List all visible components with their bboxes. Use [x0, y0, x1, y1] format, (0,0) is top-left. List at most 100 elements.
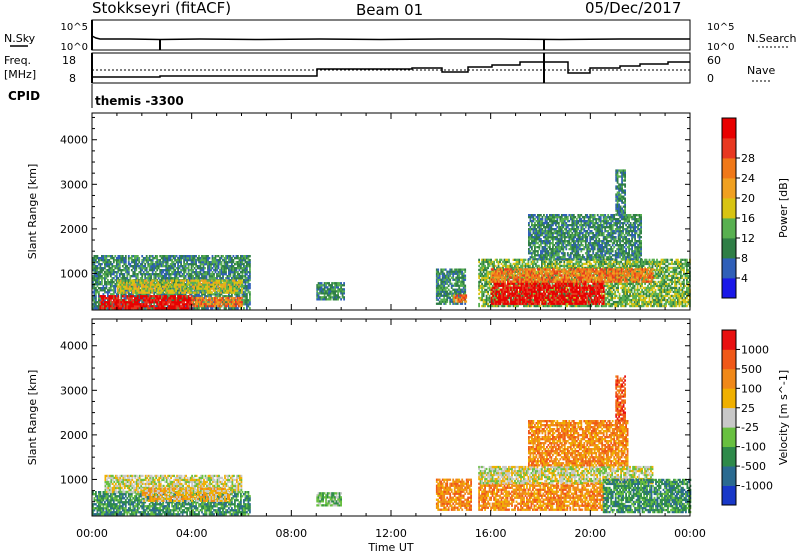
heatmap-cell — [148, 307, 151, 310]
heatmap-cell — [145, 297, 148, 300]
heatmap-cell — [109, 267, 112, 270]
heatmap-cell — [156, 307, 159, 310]
heatmap-cell — [109, 283, 112, 286]
heatmap-cell — [111, 271, 114, 274]
heatmap-cell — [151, 257, 154, 260]
heatmap-cell — [229, 271, 232, 274]
heatmap-cell — [147, 295, 150, 298]
heatmap-cell — [145, 303, 148, 306]
heatmap-cell — [141, 263, 144, 266]
heatmap-cell — [247, 277, 250, 280]
heatmap-cell — [129, 275, 132, 278]
heatmap-cell — [189, 257, 191, 260]
heatmap-cell — [136, 291, 139, 294]
echo-region — [191, 296, 243, 308]
heatmap-cell — [142, 271, 145, 274]
heatmap-cell — [193, 285, 195, 288]
heatmap-cell — [93, 307, 96, 310]
heatmap-cell — [115, 283, 118, 286]
heatmap-cell — [95, 267, 97, 270]
heatmap-cell — [244, 295, 247, 298]
heatmap-cell — [99, 307, 102, 310]
heatmap-cell — [115, 259, 118, 262]
heatmap-cell — [569, 262, 572, 266]
heatmap-cell — [136, 273, 139, 276]
heatmap-cell — [115, 285, 118, 288]
heatmap-cell — [120, 305, 123, 308]
heatmap-cell — [101, 287, 103, 290]
heatmap-cell — [210, 275, 212, 278]
heatmap-cell — [150, 261, 153, 264]
heatmap-cell — [144, 273, 147, 276]
heatmap-cell — [226, 277, 229, 280]
heatmap-cell — [93, 301, 96, 304]
heatmap-cell — [138, 259, 141, 262]
heatmap-cell — [235, 275, 238, 278]
heatmap-cell — [124, 307, 127, 310]
heatmap-cell — [138, 281, 141, 284]
heatmap-cell — [104, 307, 106, 310]
heatmap-cell — [107, 299, 109, 302]
heatmap-cell — [112, 273, 115, 276]
heatmap-cell — [183, 267, 185, 270]
heatmap-cell — [157, 295, 160, 298]
heatmap-cell — [139, 299, 142, 302]
heatmap-cell — [243, 259, 245, 262]
heatmap-cell — [199, 271, 202, 274]
heatmap-cell — [452, 274, 455, 277]
heatmap-cell — [232, 273, 235, 276]
heatmap-cell — [208, 277, 211, 280]
heatmap-cell — [244, 285, 247, 288]
heatmap-cell — [187, 303, 190, 306]
heatmap-cell — [156, 265, 159, 268]
heatmap-cell — [166, 297, 169, 300]
heatmap-cell — [196, 289, 199, 292]
heatmap-cell — [139, 265, 142, 268]
heatmap-cell — [168, 265, 170, 268]
heatmap-cell — [249, 267, 251, 270]
heatmap-cell — [120, 301, 123, 304]
heatmap-cell — [118, 305, 121, 308]
heatmap-cell — [186, 259, 188, 262]
heatmap-cell — [111, 269, 114, 272]
heatmap-cell — [174, 255, 176, 258]
heatmap-cell — [337, 298, 339, 301]
heatmap-cell — [202, 273, 205, 276]
heatmap-cell — [124, 305, 127, 308]
heatmap-cell — [191, 298, 194, 302]
heatmap-cell — [216, 269, 218, 272]
heatmap-cell — [160, 305, 163, 308]
heatmap-cell — [337, 286, 339, 289]
heatmap-cell — [169, 267, 172, 270]
heatmap-cell — [101, 259, 103, 262]
heatmap-cell — [551, 260, 554, 264]
heatmap-cell — [235, 293, 238, 296]
heatmap-cell — [139, 295, 142, 298]
heatmap-cell — [171, 299, 173, 302]
heatmap-cell — [101, 257, 103, 260]
heatmap-cell — [247, 259, 250, 262]
heatmap-cell — [107, 273, 109, 276]
heatmap-cell — [243, 265, 245, 268]
heatmap-cell — [193, 267, 196, 270]
heatmap-cell — [98, 261, 100, 264]
heatmap-cell — [197, 285, 200, 288]
heatmap-cell — [177, 289, 179, 292]
heatmap-cell — [104, 283, 106, 286]
heatmap-cell — [95, 295, 97, 298]
heatmap-cell — [168, 275, 170, 278]
heatmap-cell — [231, 271, 233, 274]
heatmap-cell — [235, 279, 238, 282]
heatmap-cell — [154, 255, 157, 258]
heatmap-cell — [458, 286, 461, 289]
heatmap-cell — [102, 261, 105, 264]
heatmap-cell — [184, 271, 187, 274]
heatmap-cell — [232, 265, 235, 268]
heatmap-cell — [229, 259, 232, 262]
heatmap-cell — [107, 297, 109, 300]
heatmap-cell — [163, 301, 166, 304]
heatmap-cell — [228, 293, 230, 296]
heatmap-cell — [518, 260, 521, 264]
heatmap-cell — [92, 281, 94, 284]
heatmap-cell — [123, 259, 126, 262]
